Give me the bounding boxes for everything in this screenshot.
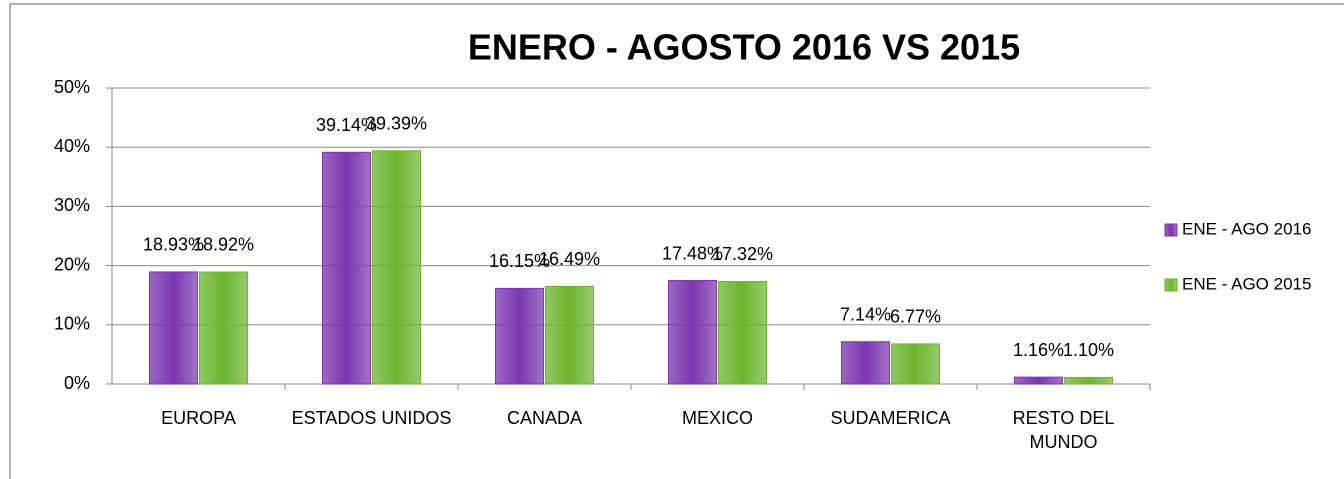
data-label: 1.16% bbox=[1013, 340, 1064, 360]
bar bbox=[841, 341, 890, 385]
y-tick-label: 0% bbox=[64, 373, 90, 393]
bar bbox=[545, 285, 594, 385]
data-label: 7.14% bbox=[840, 304, 891, 324]
data-label: 16.49% bbox=[539, 249, 600, 269]
data-label: 17.32% bbox=[712, 244, 773, 264]
data-label: 16.15% bbox=[489, 251, 550, 271]
data-label: 39.14% bbox=[316, 115, 377, 135]
bar bbox=[372, 150, 421, 385]
legend-swatch bbox=[1164, 278, 1178, 292]
data-label: 39.39% bbox=[366, 114, 427, 134]
chart-title: ENERO - AGOSTO 2016 VS 2015 bbox=[468, 27, 1020, 68]
data-label: 18.93% bbox=[143, 235, 204, 255]
y-tick-label: 10% bbox=[54, 314, 90, 334]
bar bbox=[495, 287, 544, 385]
x-tick-label: EUROPA bbox=[161, 408, 236, 428]
x-tick-label: MEXICO bbox=[681, 408, 753, 428]
bar bbox=[1064, 376, 1113, 385]
legend-label: ENE - AGO 2015 bbox=[1182, 274, 1311, 293]
bar bbox=[668, 280, 717, 385]
bar bbox=[718, 280, 767, 385]
legend-swatch bbox=[1164, 223, 1178, 237]
legend-label: ENE - AGO 2016 bbox=[1182, 219, 1311, 238]
x-tick-label: RESTO DEL MUNDO bbox=[1012, 408, 1115, 452]
data-label: 18.92% bbox=[193, 235, 254, 255]
bar bbox=[891, 343, 940, 385]
bar bbox=[149, 271, 198, 385]
bar bbox=[1014, 376, 1063, 385]
y-tick-label: 50% bbox=[54, 77, 90, 97]
chart-border bbox=[9, 3, 1344, 479]
data-label: 6.77% bbox=[890, 307, 941, 327]
bar bbox=[322, 151, 371, 385]
x-tick-label: CANADA bbox=[506, 408, 582, 428]
y-tick-label: 30% bbox=[54, 195, 90, 215]
x-tick-label: ESTADOS UNIDOS bbox=[291, 408, 452, 428]
data-label: 17.48% bbox=[662, 243, 723, 263]
y-tick-label: 40% bbox=[54, 136, 90, 156]
x-tick-label: SUDAMERICA bbox=[830, 408, 951, 428]
y-tick-label: 20% bbox=[54, 254, 90, 274]
bar bbox=[199, 271, 248, 385]
data-label: 1.10% bbox=[1063, 340, 1114, 360]
